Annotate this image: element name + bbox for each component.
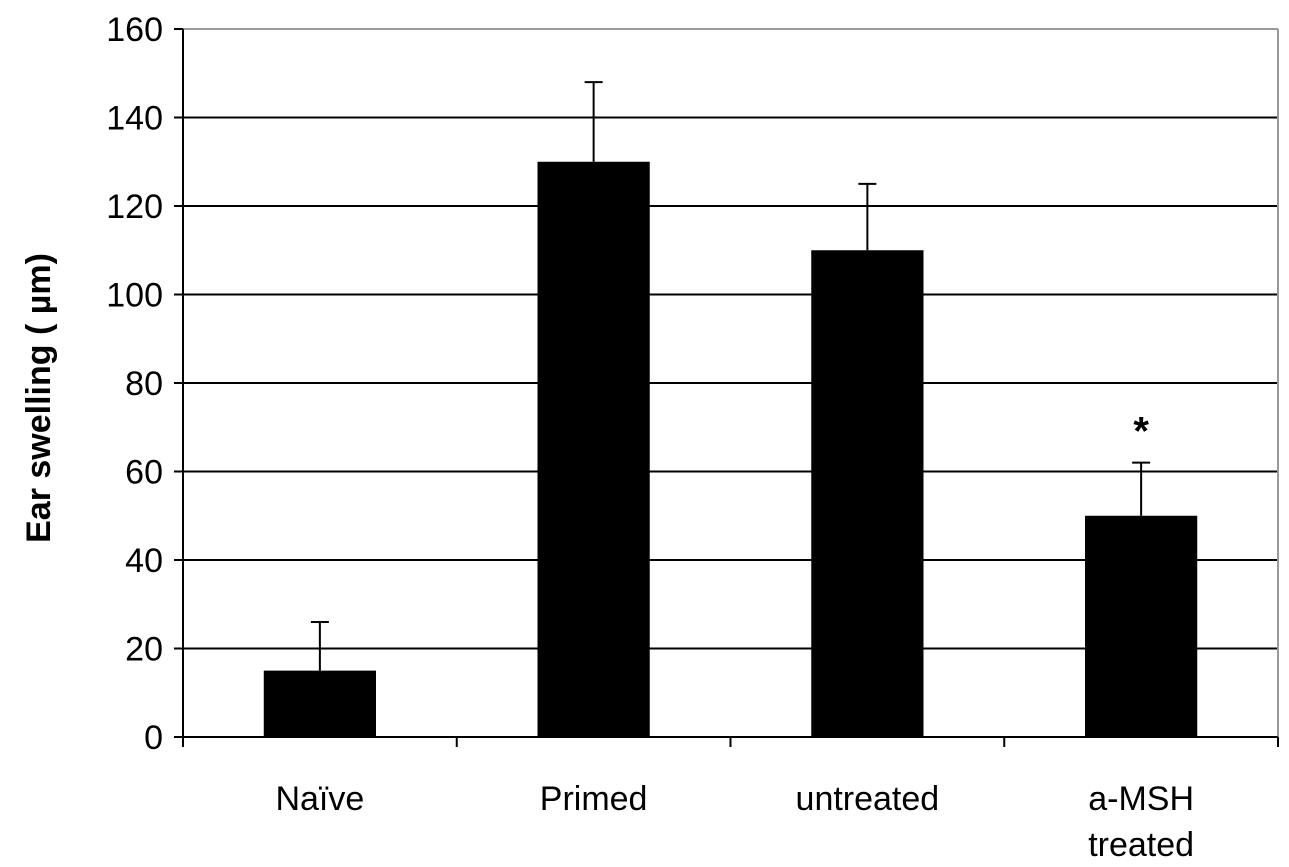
gridlines: [183, 28, 1278, 650]
y-tick-label: 120: [106, 188, 163, 226]
y-tick-label: 0: [144, 719, 163, 757]
bar: [263, 670, 376, 737]
x-tick-label-line: Primed: [540, 780, 648, 818]
y-tick-label: 60: [125, 454, 163, 492]
y-tick-label: 20: [125, 631, 163, 669]
x-tick-label-line: Naïve: [275, 780, 364, 818]
y-tick-label: 140: [106, 100, 163, 138]
bar: [537, 161, 650, 737]
annotations: *: [1133, 410, 1149, 454]
x-tick-label-line: a-MSH: [1088, 780, 1194, 818]
bars: [263, 161, 1198, 737]
bar: [1085, 515, 1198, 737]
x-tick-label: Primed: [540, 780, 648, 818]
bar: [811, 250, 924, 737]
y-axis-ticks: 0 20 40 60 80 100 120 140 160: [106, 11, 183, 757]
error-bars: [310, 81, 1151, 671]
y-tick-label: 100: [106, 277, 163, 315]
x-tick-label-line: untreated: [796, 780, 940, 818]
y-tick-label: 40: [125, 542, 163, 580]
x-tick-label: a-MSH treated: [1088, 780, 1194, 864]
y-tick-label: 160: [106, 11, 163, 49]
x-tick-label: untreated: [796, 780, 940, 818]
significance-asterisk: *: [1133, 410, 1149, 454]
x-axis-ticks: Naïve Primed untreated a-MSH treated: [182, 737, 1279, 864]
x-tick-label: Naïve: [275, 780, 364, 818]
x-tick-label-line: treated: [1088, 826, 1194, 864]
y-tick-label: 80: [125, 365, 163, 403]
y-axis-title: Ear swelling ( µm): [20, 253, 58, 543]
